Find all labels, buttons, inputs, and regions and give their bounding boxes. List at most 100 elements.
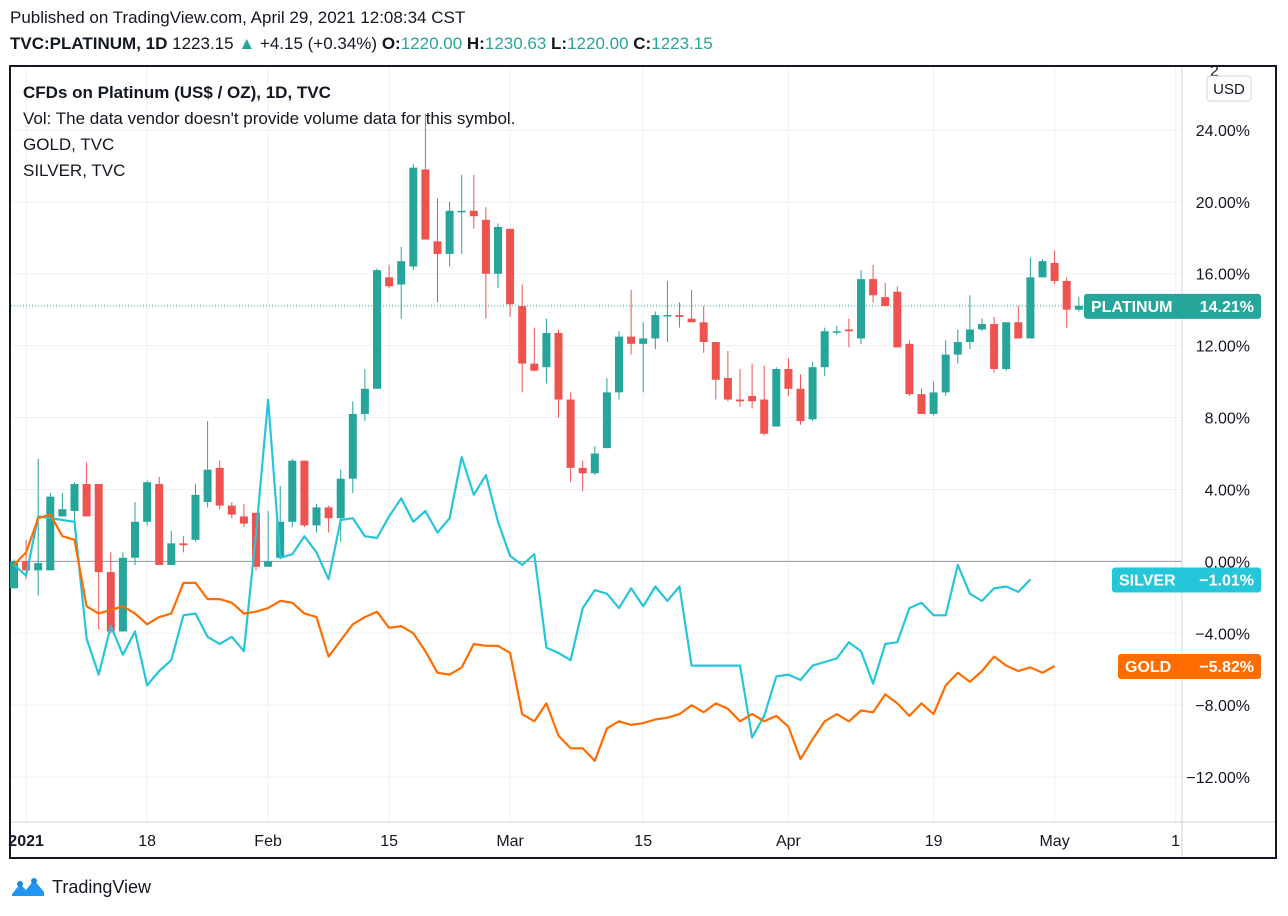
price-change: +4.15 (+0.34%) — [259, 34, 378, 53]
badge-label-platinum: PLATINUM — [1091, 299, 1172, 316]
currency-label: USD — [1213, 81, 1245, 98]
x-tick-label: 19 — [925, 833, 943, 850]
candle-body — [481, 219, 490, 274]
candle-body — [336, 478, 345, 519]
candle-body — [941, 354, 950, 393]
candle-body — [965, 329, 974, 343]
candle-body — [760, 399, 769, 434]
candle-body — [506, 228, 515, 305]
candle-body — [421, 169, 430, 240]
candle-body — [832, 331, 841, 333]
close-label: C: — [633, 34, 652, 53]
candle-body — [433, 241, 442, 254]
candle-body — [639, 338, 648, 344]
legend-gold[interactable]: GOLD, TVC — [23, 135, 115, 154]
candle-body — [469, 210, 478, 217]
candle-body — [675, 315, 684, 317]
candle-body — [844, 329, 853, 332]
y-tick-label: 0.00% — [1205, 554, 1250, 571]
candle-body — [227, 505, 236, 515]
candle-body — [118, 557, 127, 632]
footer-brand-label: TradingView — [52, 876, 152, 897]
x-tick-label: Feb — [254, 833, 282, 850]
candle-body — [699, 322, 708, 343]
up-arrow-icon: ▲ — [238, 34, 256, 53]
badge-label-silver: SILVER — [1119, 573, 1176, 590]
candle-body — [590, 453, 599, 474]
high-label: H: — [466, 34, 485, 53]
x-tick-label: May — [1039, 833, 1069, 850]
candle-body — [602, 392, 611, 449]
candle-body — [179, 543, 188, 546]
high-value: 1230.63 — [484, 34, 547, 53]
candle-body — [808, 367, 817, 420]
candle-body — [348, 413, 357, 479]
candle-body — [300, 460, 309, 526]
legend-title: CFDs on Platinum (US$ / OZ), 1D, TVC — [23, 83, 331, 102]
candle-body — [457, 210, 466, 213]
candle-body — [215, 467, 224, 506]
candle-body — [131, 521, 139, 558]
candle-body — [1026, 277, 1035, 339]
candle-body — [58, 509, 67, 517]
candle-body — [312, 507, 321, 526]
candle-body — [1002, 322, 1011, 369]
symbol-label: TVC:PLATINUM, 1D — [10, 34, 168, 53]
y-tick-label: −4.00% — [1195, 626, 1250, 643]
footer-brand[interactable]: TradingView — [10, 876, 151, 898]
candle-body — [264, 561, 273, 567]
x-tick-label: Apr — [776, 833, 802, 850]
candle-body — [445, 210, 454, 254]
candle-body — [857, 279, 865, 339]
candle-body — [978, 324, 986, 330]
candle-body — [566, 399, 575, 468]
candle-body — [627, 336, 636, 344]
tradingview-logo-icon — [12, 878, 44, 896]
candle-body — [723, 377, 732, 400]
candle-body — [687, 318, 696, 323]
y-tick-label: 12.00% — [1196, 339, 1250, 356]
candle-body — [288, 460, 297, 522]
x-tick-label: 15 — [380, 833, 398, 850]
candle-body — [772, 369, 781, 427]
candle-body — [917, 394, 926, 414]
candle-body — [748, 395, 757, 402]
candle-body — [929, 392, 938, 414]
x-tick-label: 1 — [1171, 833, 1180, 850]
candle-body — [905, 343, 914, 395]
series-line-silver — [13, 398, 1032, 739]
candle-body — [385, 277, 394, 287]
badge-silver — [1112, 567, 1261, 593]
candle-body — [542, 333, 551, 368]
y-tick-label: 16.00% — [1196, 267, 1250, 284]
candle-body — [82, 484, 91, 517]
candle-body — [155, 484, 164, 565]
candle-body — [651, 315, 660, 339]
candle-body — [1014, 322, 1023, 339]
candle-body — [397, 261, 406, 285]
candle-body — [1038, 261, 1047, 278]
candle-body — [869, 279, 878, 296]
candle-body — [324, 507, 333, 519]
candle-body — [784, 369, 793, 389]
x-tick-label: 15 — [634, 833, 652, 850]
y-tick-label: −12.00% — [1186, 770, 1250, 787]
series-line-gold — [13, 513, 1056, 763]
badge-label-gold: GOLD — [1125, 659, 1171, 676]
legend-silver[interactable]: SILVER, TVC — [23, 161, 126, 180]
candle-body — [70, 484, 79, 512]
candle-body — [578, 467, 587, 474]
candle-body — [796, 388, 805, 422]
candle-body — [1050, 262, 1059, 281]
candle-body — [615, 336, 623, 393]
candle-body — [409, 167, 418, 267]
y-tick-label: 20.00% — [1196, 195, 1250, 212]
candle-body — [554, 333, 563, 400]
candle-body — [518, 306, 527, 364]
candle-body — [990, 324, 999, 369]
legend-volume: Vol: The data vendor doesn't provide vol… — [23, 109, 516, 128]
candle-body — [167, 543, 176, 565]
candle-body — [203, 469, 212, 503]
candle-body — [46, 496, 55, 571]
